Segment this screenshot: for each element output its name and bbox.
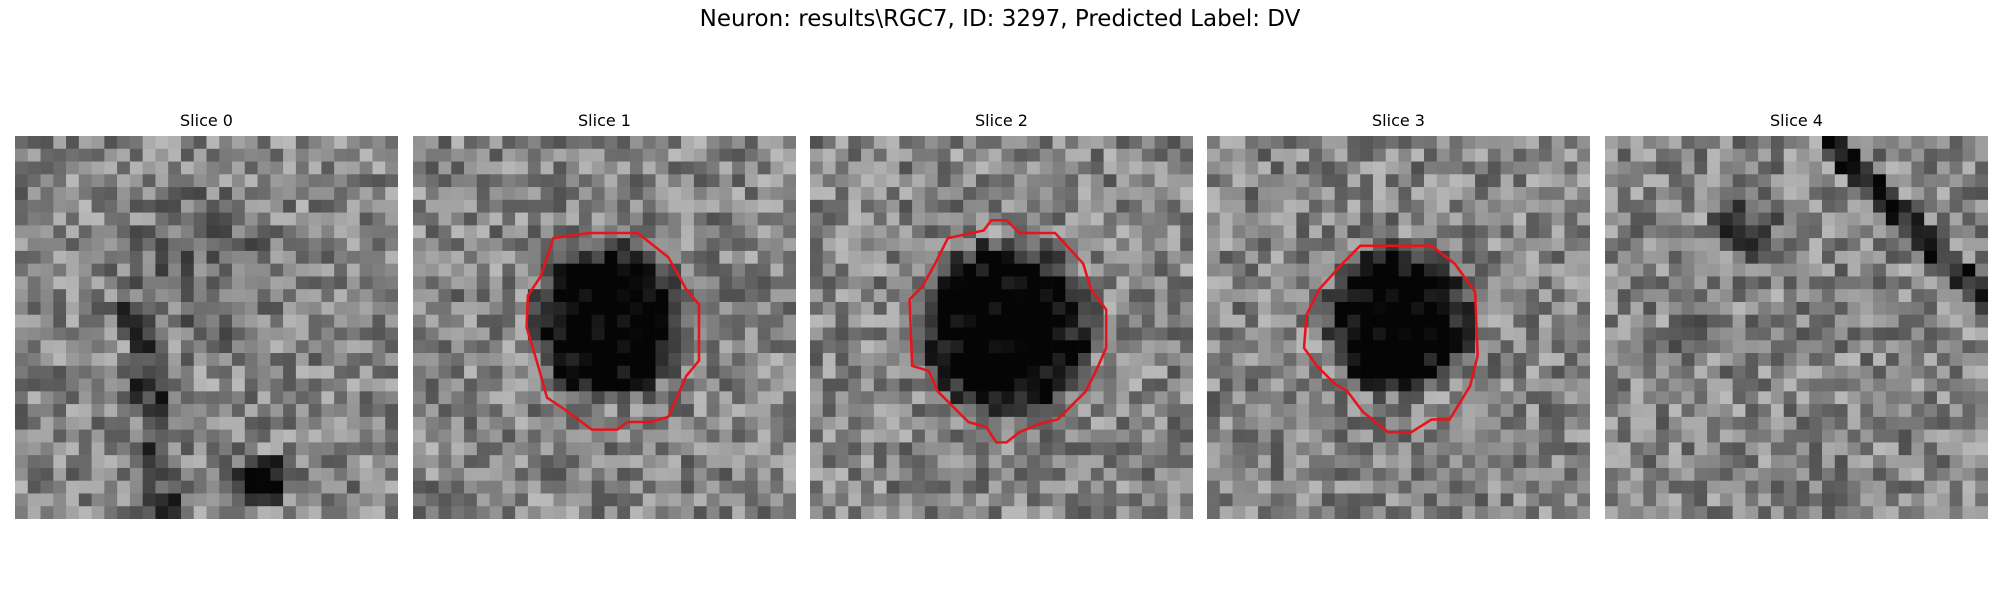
slice-panel-2: Slice 2 xyxy=(810,110,1193,519)
slice-image-2 xyxy=(810,136,1193,519)
slice-title-3: Slice 3 xyxy=(1372,111,1425,130)
slice-title-4: Slice 4 xyxy=(1770,111,1823,130)
slice-title-0: Slice 0 xyxy=(180,111,233,130)
slice-panel-0: Slice 0 xyxy=(15,110,398,519)
slice-title-2: Slice 2 xyxy=(975,111,1028,130)
slice-panel-4: Slice 4 xyxy=(1605,110,1988,519)
segmentation-contour xyxy=(908,218,1108,444)
slice-image-0 xyxy=(15,136,398,519)
segmentation-contour xyxy=(525,231,701,431)
slice-image-3 xyxy=(1207,136,1590,519)
figure-title: Neuron: results\RGC7, ID: 3297, Predicte… xyxy=(699,6,1301,32)
slice-image-1 xyxy=(413,136,796,519)
segmentation-contour xyxy=(1302,244,1479,434)
slice-panel-1: Slice 1 xyxy=(413,110,796,519)
slice-title-1: Slice 1 xyxy=(578,111,631,130)
slice-image-4 xyxy=(1605,136,1988,519)
slice-panel-3: Slice 3 xyxy=(1207,110,1590,519)
